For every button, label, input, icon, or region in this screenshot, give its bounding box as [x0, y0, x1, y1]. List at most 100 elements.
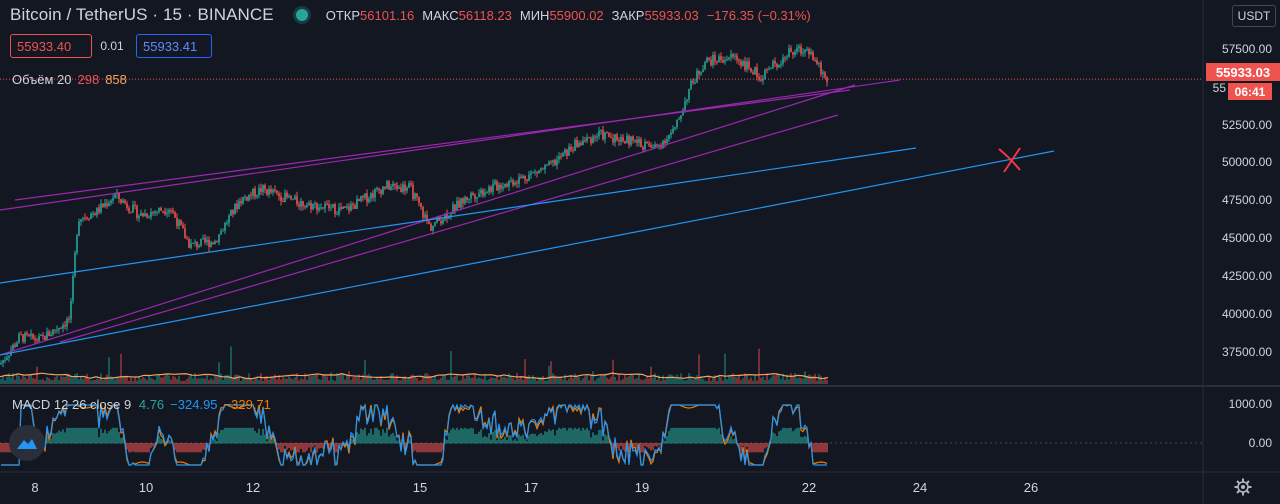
candle-body	[442, 219, 444, 224]
candle-body	[646, 141, 648, 144]
volume-bar	[244, 378, 246, 384]
macd-histogram-bar	[290, 443, 292, 451]
candle-body	[690, 80, 692, 89]
volume-bar	[608, 379, 610, 384]
macd-histogram-bar	[4, 443, 6, 453]
candle-body	[14, 344, 16, 347]
macd-histogram-bar	[516, 440, 518, 444]
macd-histogram-bar	[238, 427, 240, 444]
symbol-header[interactable]: Bitcoin / TetherUS · 15 · BINANCE ОТКР 56…	[10, 4, 819, 26]
candle-body	[726, 59, 728, 61]
volume-bar	[256, 377, 258, 384]
candle-body	[818, 63, 820, 65]
volume-bar	[624, 374, 626, 384]
candle-body	[140, 212, 142, 216]
volume-bar	[306, 379, 308, 384]
candle-body	[370, 193, 372, 199]
candle-body	[334, 204, 336, 215]
macd-histogram-bar	[462, 428, 464, 444]
candle-countdown: 06:41	[1228, 83, 1272, 100]
macd-histogram-bar	[746, 443, 748, 448]
volume-bar	[666, 376, 668, 384]
volume-bar	[814, 373, 816, 384]
macd-histogram-bar	[482, 437, 484, 444]
macd-histogram-bar	[94, 427, 96, 444]
volume-bar	[204, 378, 206, 384]
volume-bar	[300, 378, 302, 384]
tradingview-logo-icon[interactable]	[9, 425, 45, 461]
volume-bar	[292, 379, 294, 384]
candle-body	[134, 204, 136, 206]
candle-body	[712, 54, 714, 66]
candle-body	[718, 56, 720, 63]
price-tick: 42500.00	[1221, 269, 1272, 283]
volume-bar	[28, 374, 30, 384]
volume-bar	[116, 377, 118, 384]
volume-bar	[250, 379, 252, 384]
gear-icon[interactable]	[1234, 478, 1252, 496]
candle-body	[224, 222, 226, 231]
candle-body	[648, 143, 650, 146]
candle-body	[410, 183, 412, 185]
volume-legend[interactable]: Объём 20 298 858	[12, 72, 127, 87]
volume-bar	[192, 378, 194, 384]
candle-body	[104, 203, 106, 207]
candle-body	[320, 207, 322, 209]
volume-bar	[0, 379, 2, 384]
volume-bar	[354, 376, 356, 384]
candle-body	[538, 170, 540, 173]
candle-body	[278, 193, 280, 197]
candle-body	[452, 204, 454, 214]
symbol-title[interactable]: Bitcoin / TetherUS · 15 · BINANCE	[10, 5, 274, 24]
volume-bar	[484, 375, 486, 384]
volume-bar	[676, 374, 678, 384]
candle-body	[798, 46, 800, 48]
candle-body	[516, 182, 518, 184]
macd-histogram-bar	[538, 434, 540, 444]
macd-histogram-bar	[182, 443, 184, 453]
buy-button[interactable]: 55933.41	[136, 34, 212, 58]
candle-body	[740, 61, 742, 66]
trend-line	[14, 89, 851, 201]
macd-histogram-bar	[488, 433, 490, 444]
macd-histogram-bar	[454, 429, 456, 444]
macd-histogram-bar	[416, 443, 418, 453]
candle-body	[808, 48, 810, 55]
candle-body	[756, 67, 758, 77]
candle-body	[626, 135, 628, 144]
volume-bar	[46, 377, 48, 384]
sell-button[interactable]: 55933.40	[10, 34, 92, 58]
volume-bar	[592, 371, 594, 384]
candle-body	[544, 165, 546, 170]
macd-histogram-bar	[218, 432, 220, 444]
volume-bar	[464, 378, 466, 384]
candle-body	[212, 242, 214, 245]
volume-bar	[286, 378, 288, 384]
volume-bar	[826, 379, 828, 384]
currency-selector[interactable]: USDT	[1232, 5, 1276, 27]
macd-histogram-bar	[504, 436, 506, 444]
candle-body	[178, 219, 180, 227]
volume-bar	[720, 377, 722, 384]
macd-histogram-bar	[620, 443, 622, 447]
macd-histogram-bar	[168, 439, 170, 444]
candle-body	[22, 334, 24, 342]
candle-body	[456, 200, 458, 211]
macd-histogram-bar	[800, 436, 802, 444]
macd-legend[interactable]: MACD 12 26 close 9 4.76 −324.95 −329.71	[12, 397, 271, 412]
macd-histogram-bar	[580, 430, 582, 444]
macd-histogram-bar	[204, 443, 206, 450]
volume-bar	[222, 380, 224, 384]
volume-bar	[420, 380, 422, 384]
macd-histogram-bar	[186, 443, 188, 453]
volume-bar	[396, 375, 398, 384]
macd-histogram-bar	[378, 430, 380, 444]
volume-bar	[114, 379, 116, 384]
volume-bar	[810, 375, 812, 384]
macd-histogram-bar	[68, 428, 70, 444]
macd-histogram-bar	[102, 432, 104, 444]
candle-body	[814, 59, 816, 61]
macd-histogram-bar	[320, 443, 322, 448]
candle-body	[304, 206, 306, 208]
